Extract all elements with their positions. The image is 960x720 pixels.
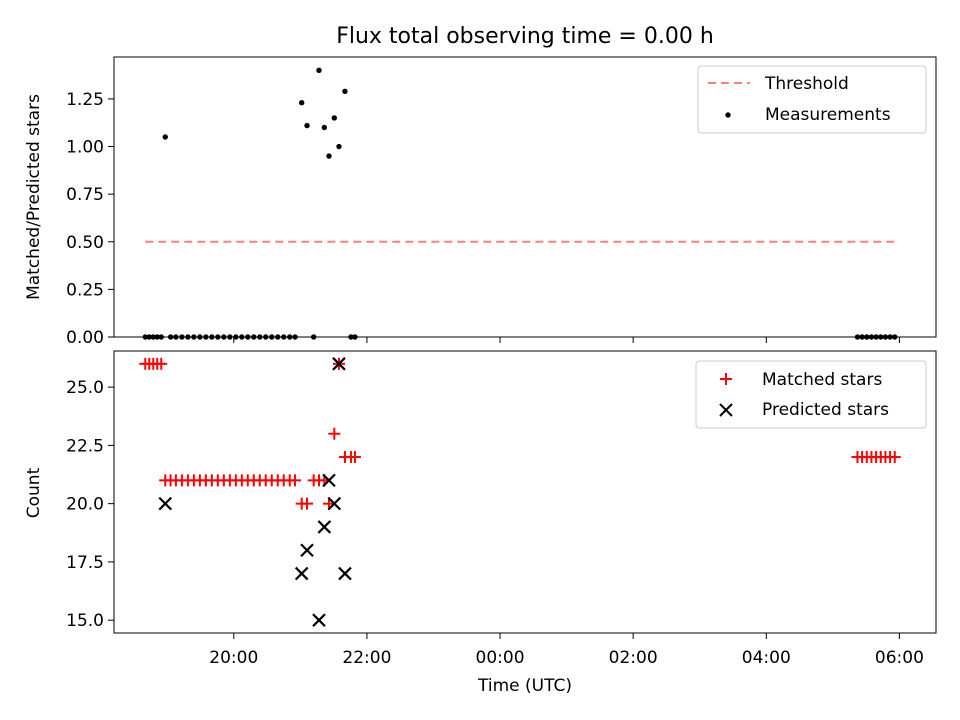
legend-threshold-label: Threshold: [764, 74, 849, 94]
predicted-star-point: [312, 613, 326, 627]
top-legend: Threshold Measurements: [697, 65, 927, 134]
measurement-point: [298, 100, 305, 106]
matched-star-point: [301, 497, 314, 510]
measurement-point: [304, 122, 310, 129]
matched-star-point: [348, 451, 361, 464]
legend-measurements-label: Measurements: [765, 105, 891, 125]
bottom-y-tick-label: 22.5: [66, 436, 104, 456]
predicted-star-point: [327, 496, 342, 511]
predicted-star-point: [294, 566, 309, 581]
bottom-y-tick-label: 25.0: [66, 378, 104, 398]
measurement-point: [336, 143, 342, 150]
top-y-tick-label: 1.25: [66, 90, 104, 110]
measurement-point: [342, 88, 348, 94]
legend-matched-swatch: [720, 373, 732, 385]
x-tick-label: 22:00: [342, 648, 391, 668]
predicted-star-point: [338, 566, 352, 581]
x-tick-label: 06:00: [875, 648, 924, 668]
bottom-axes-frame: [113, 350, 937, 634]
x-tick-label: 00:00: [476, 648, 525, 668]
predicted-star-point: [158, 496, 173, 511]
predicted-star-point: [317, 520, 332, 534]
bottom-panel: 15.0 17.5 20.0 22.5 25.0 20:00 22:00 00:00 02:00…: [66, 357, 924, 668]
top-y-tick-label: 1.00: [66, 138, 104, 158]
bottom-legend: Matched stars Predicted stars: [695, 360, 927, 429]
matched-star-point: [888, 451, 901, 464]
legend-predicted-swatch: [719, 403, 733, 417]
top-y-tick-label: 0.50: [66, 233, 104, 253]
top-legend-box: [697, 65, 927, 134]
matched-star-point: [328, 427, 341, 440]
matched-star-point: [155, 357, 168, 370]
legend-predicted-label: Predicted stars: [762, 400, 889, 420]
x-tick-label: 20:00: [209, 648, 258, 668]
bottom-y-tick-label: 17.5: [66, 553, 104, 573]
top-y-axis-label: Matched/Predicted stars: [24, 94, 44, 300]
x-axis-label: Time (UTC): [477, 676, 572, 696]
x-tick-label: 04:00: [742, 648, 791, 668]
chart-title: Flux total observing time = 0.00 h: [336, 24, 714, 49]
bottom-y-tick-label: 15.0: [66, 611, 104, 631]
top-panel: 0.00 0.25 0.50 0.75 1.00 1.25: [66, 67, 900, 348]
predicted-star-point: [332, 357, 346, 371]
measurement-point: [326, 153, 332, 159]
measurement-point: [321, 124, 328, 131]
top-y-tick-label: 0.00: [66, 328, 104, 348]
top-axes-frame: [113, 56, 937, 338]
predicted-star-point: [322, 473, 336, 488]
legend-measurements-swatch: [725, 112, 731, 118]
legend-matched-label: Matched stars: [762, 370, 882, 390]
bottom-y-axis-label: Count: [24, 467, 44, 518]
measurement-point: [331, 115, 338, 121]
bottom-legend-box: [695, 360, 927, 429]
matched-star-point: [289, 474, 302, 487]
measurement-point: [162, 134, 168, 140]
predicted-star-point: [300, 543, 314, 558]
bottom-y-tick-label: 20.0: [66, 495, 104, 515]
top-y-tick-label: 0.25: [66, 280, 104, 300]
measurement-point: [316, 67, 322, 74]
top-y-tick-label: 0.75: [66, 185, 104, 205]
x-tick-label: 02:00: [609, 648, 658, 668]
